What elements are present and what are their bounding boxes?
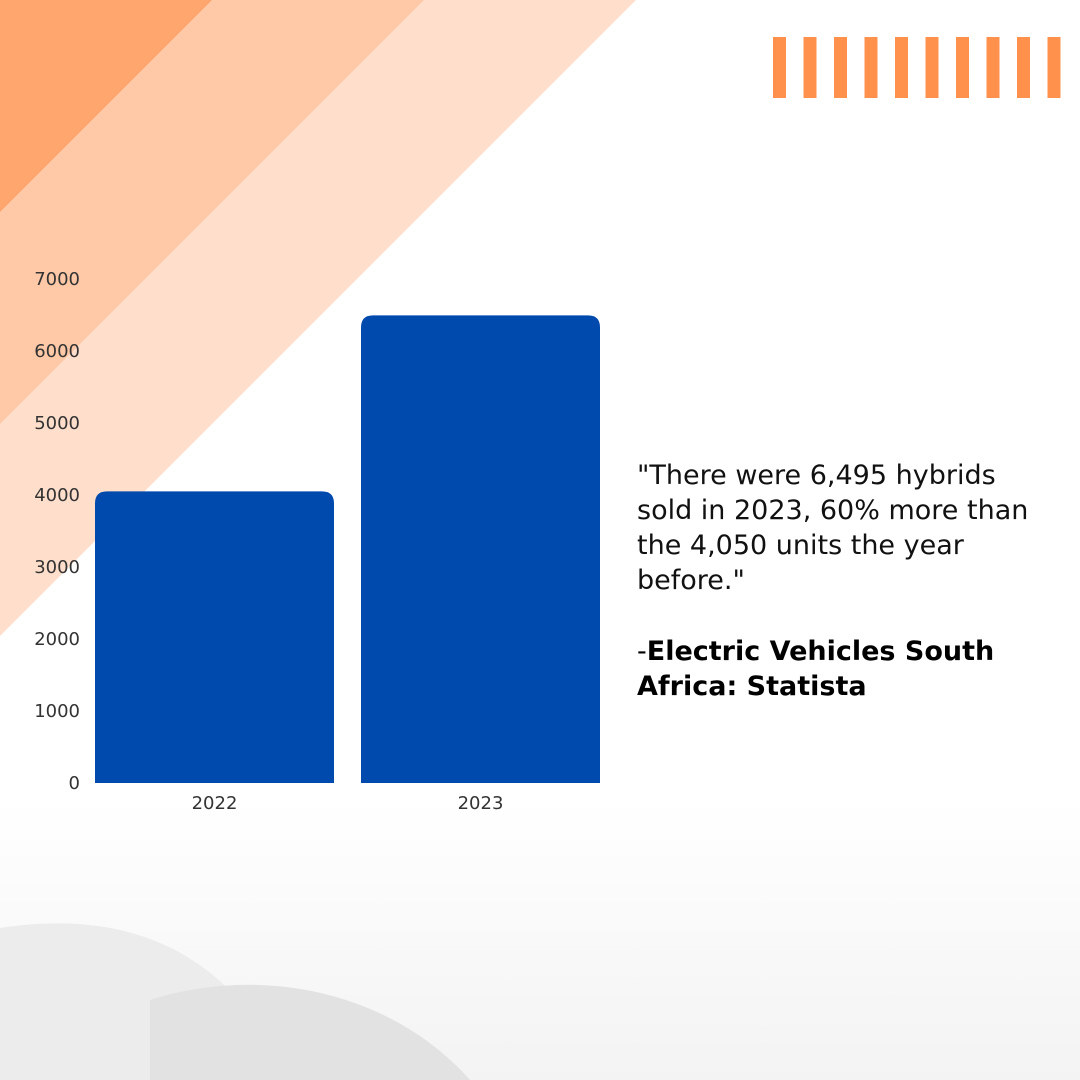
vertical-stripe xyxy=(1047,37,1061,98)
quote-source: -Electric Vehicles South Africa: Statist… xyxy=(637,634,1057,704)
vertical-stripe xyxy=(986,37,1000,98)
x-tick-label: 2022 xyxy=(192,793,238,814)
source-name: Electric Vehicles South Africa: Statista xyxy=(637,636,995,702)
bars-group xyxy=(95,315,600,783)
bar-2023 xyxy=(361,315,600,783)
x-axis: 2022 2023 xyxy=(192,793,504,814)
source-prefix: - xyxy=(637,636,647,667)
vertical-stripe xyxy=(864,37,878,98)
y-tick-label: 2000 xyxy=(34,629,80,650)
vertical-stripe xyxy=(803,37,817,98)
x-tick-label: 2023 xyxy=(458,793,504,814)
y-tick-label: 7000 xyxy=(34,269,80,290)
y-axis: 0 1000 2000 3000 4000 5000 6000 7000 xyxy=(34,269,80,794)
y-tick-label: 3000 xyxy=(34,557,80,578)
vertical-stripe xyxy=(1017,37,1030,98)
diagonal-stripe-dark xyxy=(0,0,212,212)
y-tick-label: 0 xyxy=(69,773,80,794)
vertical-stripe xyxy=(956,37,969,98)
y-tick-label: 5000 xyxy=(34,413,80,434)
quote-text: "There were 6,495 hybrids sold in 2023, … xyxy=(637,460,1029,596)
y-tick-label: 6000 xyxy=(34,341,80,362)
vertical-stripe xyxy=(925,37,939,98)
bar-2022 xyxy=(95,491,334,783)
vertical-stripe xyxy=(773,37,786,98)
vertical-stripe xyxy=(834,37,847,98)
y-tick-label: 1000 xyxy=(34,701,80,722)
bottom-curve-front xyxy=(150,984,470,1080)
vertical-stripe xyxy=(895,37,908,98)
vertical-stripes-decoration xyxy=(773,37,1061,98)
y-tick-label: 4000 xyxy=(34,485,80,506)
